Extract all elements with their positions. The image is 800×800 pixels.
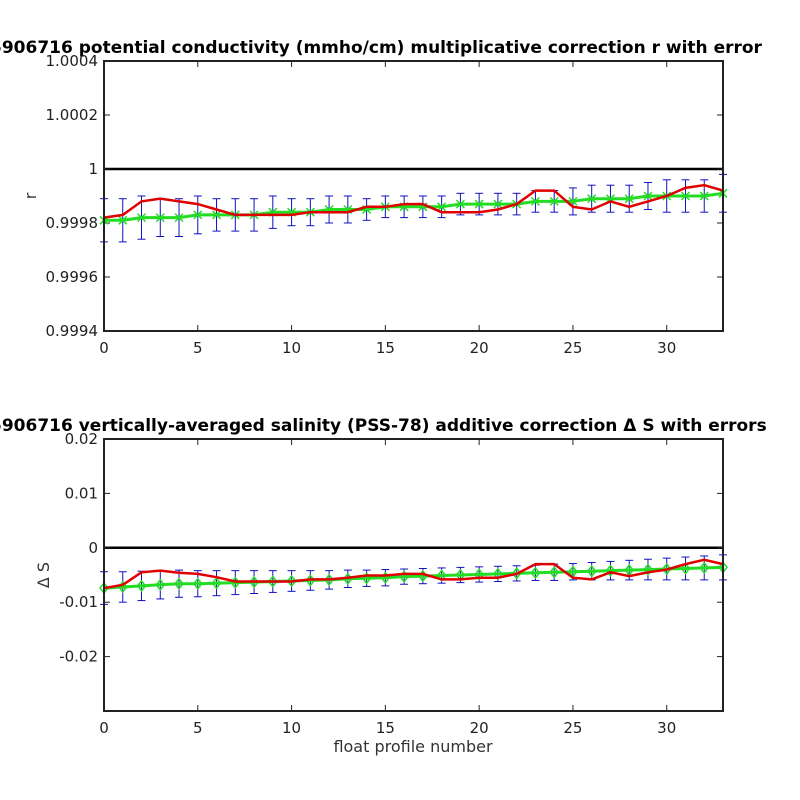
fit-marker-top: [212, 210, 222, 220]
fit-marker-top: [530, 196, 540, 206]
x-tick-label-top: 25: [563, 339, 582, 357]
x-tick-label-top: 20: [470, 339, 489, 357]
x-tick-label-bottom: 25: [563, 719, 582, 737]
fit-marker-top: [699, 191, 709, 201]
chart-panel-top: 5906716 potential conductivity (mmho/cm)…: [0, 38, 763, 357]
fit-marker-top: [643, 191, 653, 201]
fit-marker-bottom: [474, 568, 485, 581]
plot-area-top: 0 5 10 15 20 25 30 0.9994 0.9996 0.9998 1 1.0002 1.0…: [46, 52, 728, 357]
fit-marker-top: [680, 191, 691, 201]
x-tick-label-top: 30: [657, 339, 676, 357]
raw-line-bottom: [103, 558, 724, 590]
x-tick-label-top: 0: [99, 339, 109, 357]
x-axis-label-bottom: float profile number: [333, 737, 493, 756]
fit-marker-top: [437, 202, 447, 212]
fit-marker-top: [174, 213, 184, 223]
y-tick-label-top: 1.0002: [46, 106, 99, 124]
y-tick-label-top: 0.9996: [46, 268, 99, 286]
raw-line-top: [103, 183, 724, 219]
chart-title-bottom: 5906716 vertically-averaged salinity (PS…: [0, 416, 767, 436]
y-axis-label-bottom: Δ S: [34, 562, 53, 588]
fit-marker-bottom: [661, 562, 672, 576]
fit-marker-top: [118, 215, 128, 225]
fit-marker-bottom: [211, 576, 222, 590]
fit-marker-bottom: [643, 563, 653, 576]
chart-title-top: 5906716 potential conductivity (mmho/cm)…: [0, 38, 763, 58]
fit-marker-bottom: [286, 574, 297, 588]
x-tick-label-top: 15: [376, 339, 395, 357]
fit-marker-bottom: [680, 562, 691, 575]
y-tick-label-top: 1.0004: [46, 52, 99, 70]
y-tick-label-bottom: 0.02: [65, 430, 98, 448]
fit-marker-top: [493, 199, 503, 209]
y-tick-label-bottom: -0.01: [59, 593, 98, 611]
fit-marker-bottom: [699, 561, 710, 575]
y-tick-label-top: 0.9994: [46, 322, 99, 340]
fit-marker-top: [455, 199, 465, 209]
x-tick-label-bottom: 5: [193, 719, 203, 737]
fit-line-bottom: [103, 565, 724, 590]
x-tick-label-top: 10: [282, 339, 301, 357]
axes-box-bottom: [103, 438, 724, 712]
fit-marker-bottom: [155, 578, 166, 591]
fit-marker-top: [193, 210, 203, 220]
x-tick-label-bottom: 10: [282, 719, 301, 737]
y-tick-label-top: 1: [88, 160, 98, 178]
x-tick-label-bottom: 15: [376, 719, 395, 737]
fit-marker-top: [155, 213, 165, 223]
fit-marker-bottom: [174, 577, 184, 590]
fit-marker-top: [474, 199, 484, 209]
fit-marker-top: [549, 196, 559, 206]
fit-marker-top: [624, 194, 634, 204]
axes-box-top: [103, 60, 724, 332]
fit-marker-bottom: [267, 575, 278, 588]
x-tick-label-top: 5: [193, 339, 203, 357]
fit-marker-bottom: [192, 577, 203, 590]
fit-marker-top: [587, 194, 597, 204]
fit-marker-bottom: [136, 579, 147, 593]
fit-line-top: [104, 191, 724, 222]
y-tick-label-top: 0.9998: [46, 214, 99, 232]
x-tick-label-bottom: 20: [470, 719, 489, 737]
fit-marker-bottom: [605, 564, 616, 577]
fit-marker-bottom: [530, 566, 541, 580]
y-tick-label-bottom: -0.02: [59, 648, 98, 666]
x-tick-label-bottom: 30: [657, 719, 676, 737]
fit-marker-bottom: [586, 564, 597, 578]
x-tick-label-bottom: 0: [99, 719, 109, 737]
y-tick-label-bottom: 0.01: [65, 484, 98, 502]
fit-marker-top: [136, 213, 147, 223]
chart-panel-bottom: 5906716 vertically-averaged salinity (PS…: [0, 416, 767, 756]
fit-marker-bottom: [549, 566, 560, 579]
y-tick-label-bottom: 0: [88, 539, 98, 557]
y-axis-label-top: r: [21, 192, 40, 199]
